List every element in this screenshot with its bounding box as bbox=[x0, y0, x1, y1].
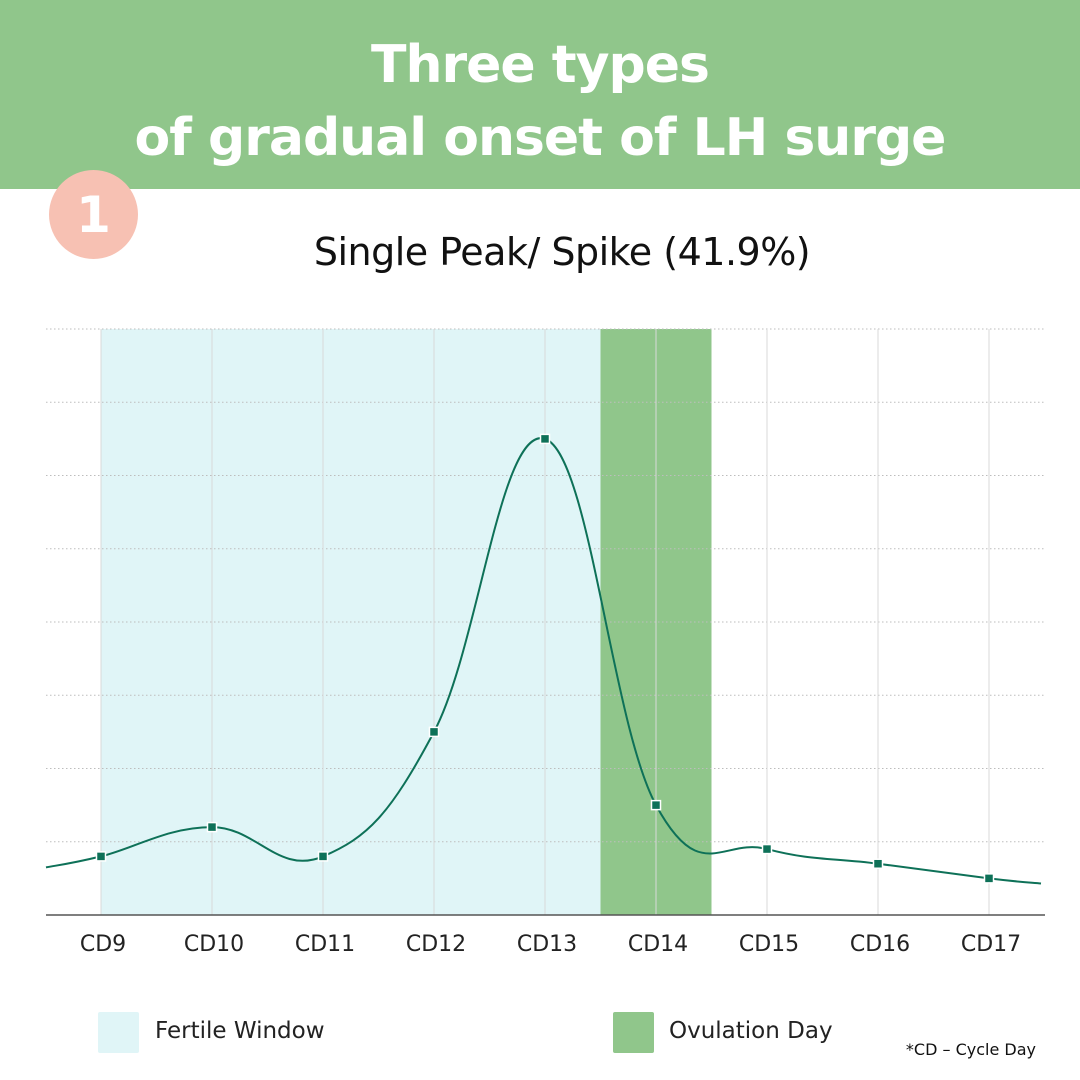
legend-swatch-fertile-window bbox=[98, 1012, 139, 1053]
data-point-cd14 bbox=[650, 799, 662, 811]
x-tick-label: CD16 bbox=[850, 932, 910, 957]
x-tick-label: CD10 bbox=[184, 932, 244, 957]
data-point-cd10 bbox=[206, 821, 218, 833]
chart-title: Single Peak/ Spike (41.9%) bbox=[313, 230, 811, 274]
x-tick-label: CD9 bbox=[80, 932, 126, 957]
x-tick-label: CD13 bbox=[517, 932, 577, 957]
data-point-cd11 bbox=[317, 851, 329, 862]
data-point-cd9 bbox=[95, 851, 107, 862]
legend-label-fertile-window: Fertile Window bbox=[155, 1018, 325, 1044]
x-tick-label: CD11 bbox=[295, 932, 355, 957]
data-point-cd15 bbox=[761, 843, 773, 855]
x-tick-label: CD17 bbox=[961, 932, 1021, 957]
x-tick-label: CD12 bbox=[406, 932, 466, 957]
data-point-cd17 bbox=[983, 873, 995, 884]
data-point-cd13 bbox=[539, 433, 551, 445]
footnote: *CD – Cycle Day bbox=[905, 1040, 1036, 1059]
legend-swatch-ovulation-day bbox=[613, 1012, 654, 1053]
title-line-1: Three types bbox=[371, 35, 710, 95]
number-badge: 1 bbox=[49, 170, 138, 259]
title-line-2: of gradual onset of LH surge bbox=[134, 108, 947, 168]
legend-label-ovulation-day: Ovulation Day bbox=[669, 1018, 833, 1044]
x-tick-label: CD15 bbox=[739, 932, 799, 957]
header-banner: Three types of gradual onset of LH surge bbox=[0, 0, 1080, 189]
x-tick-label: CD14 bbox=[628, 932, 688, 957]
data-point-cd12 bbox=[428, 726, 440, 738]
data-point-cd16 bbox=[872, 858, 884, 869]
